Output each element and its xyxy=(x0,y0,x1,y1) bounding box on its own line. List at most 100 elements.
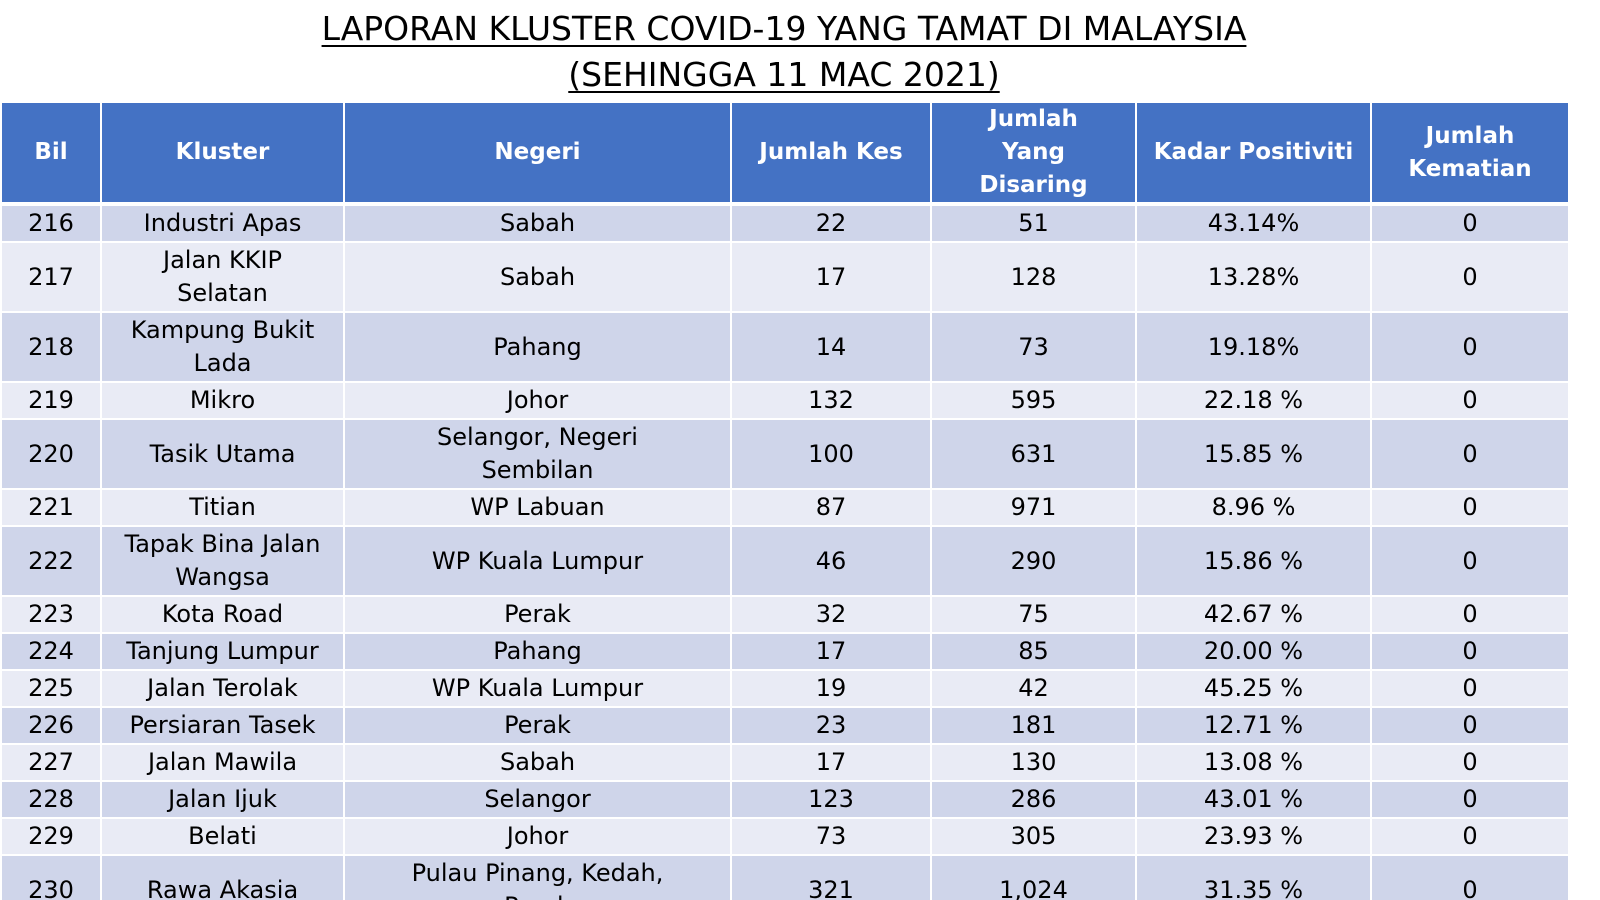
jumlah-kes-cell: 17 xyxy=(730,743,932,782)
jumlah-kes-cell: 17 xyxy=(730,632,932,671)
jumlah-kes-cell: 23 xyxy=(730,706,932,745)
table-row: 226 Persiaran Tasek Perak 23 181 12.71 % 0 xyxy=(0,706,1570,745)
table-row: 224 Tanjung Lumpur Pahang 17 85 20.00 % 0 xyxy=(0,632,1570,671)
jumlah-kematian-cell: 0 xyxy=(1370,525,1570,597)
table-row: 221 Titian WP Labuan 87 971 8.96 % 0 xyxy=(0,488,1570,527)
table-row: 218 Kampung Bukit Lada Pahang 14 73 19.18% 0 xyxy=(0,311,1570,383)
title-line-1: LAPORAN KLUSTER COVID-19 YANG TAMAT DI M… xyxy=(321,9,1247,48)
bil-cell: 225 xyxy=(0,669,102,708)
negeri-cell: Sabah xyxy=(343,241,732,313)
title-line-2: (SEHINGGA 11 MAC 2021) xyxy=(568,55,1000,94)
negeri-cell: Pahang xyxy=(343,311,732,383)
jumlah-disaring-cell: 971 xyxy=(930,488,1137,527)
jumlah-disaring-cell: 130 xyxy=(930,743,1137,782)
table-row: 220 Tasik Utama Selangor, Negeri Sembilan 1… xyxy=(0,418,1570,490)
bil-cell: 229 xyxy=(0,817,102,856)
table-row: 216 Industri Apas Sabah 22 51 43.14% 0 xyxy=(0,203,1570,243)
jumlah-disaring-cell: 51 xyxy=(930,203,1137,243)
jumlah-kematian-cell: 0 xyxy=(1370,706,1570,745)
negeri-cell: Sabah xyxy=(343,743,732,782)
jumlah-kematian-cell: 0 xyxy=(1370,488,1570,527)
kluster-cell: Titian xyxy=(100,488,345,527)
jumlah-disaring-cell: 286 xyxy=(930,780,1137,819)
kluster-cell: Jalan KKIP Selatan xyxy=(100,241,345,313)
negeri-cell: Perak xyxy=(343,706,732,745)
negeri-cell: Selangor xyxy=(343,780,732,819)
jumlah-kematian-cell: 0 xyxy=(1370,311,1570,383)
jumlah-kes-cell: 321 xyxy=(730,854,932,900)
table-header-row: Bil Kluster Negeri Jumlah Kes Jumlah Yan… xyxy=(0,101,1570,206)
bil-cell: 216 xyxy=(0,203,102,243)
kluster-cell: Kampung Bukit Lada xyxy=(100,311,345,383)
jumlah-disaring-cell: 42 xyxy=(930,669,1137,708)
jumlah-disaring-cell: 1,024 xyxy=(930,854,1137,900)
jumlah-kematian-cell: 0 xyxy=(1370,817,1570,856)
negeri-cell: WP Kuala Lumpur xyxy=(343,669,732,708)
jumlah-kematian-cell: 0 xyxy=(1370,203,1570,243)
table-row: 217 Jalan KKIP Selatan Sabah 17 128 13.28% 0 xyxy=(0,241,1570,313)
bil-cell: 227 xyxy=(0,743,102,782)
jumlah-kematian-cell: 0 xyxy=(1370,780,1570,819)
kadar-positiviti-cell: 13.28% xyxy=(1135,241,1372,313)
kadar-positiviti-cell: 13.08 % xyxy=(1135,743,1372,782)
bil-cell: 221 xyxy=(0,488,102,527)
jumlah-disaring-cell: 181 xyxy=(930,706,1137,745)
jumlah-kes-cell: 132 xyxy=(730,381,932,420)
jumlah-kes-cell: 100 xyxy=(730,418,932,490)
jumlah-kes-cell: 22 xyxy=(730,203,932,243)
jumlah-disaring-cell: 75 xyxy=(930,595,1137,634)
jumlah-kes-cell: 46 xyxy=(730,525,932,597)
kadar-positiviti-cell: 15.85 % xyxy=(1135,418,1372,490)
jumlah-kes-cell: 73 xyxy=(730,817,932,856)
table-row: 219 Mikro Johor 132 595 22.18 % 0 xyxy=(0,381,1570,420)
jumlah-kematian-cell: 0 xyxy=(1370,743,1570,782)
jumlah-kematian-cell: 0 xyxy=(1370,381,1570,420)
jumlah-kematian-cell: 0 xyxy=(1370,418,1570,490)
kluster-cell: Kota Road xyxy=(100,595,345,634)
kluster-cell: Tasik Utama xyxy=(100,418,345,490)
bil-cell: 226 xyxy=(0,706,102,745)
report-title: LAPORAN KLUSTER COVID-19 YANG TAMAT DI M… xyxy=(0,6,1568,98)
negeri-cell: Pulau Pinang, Kedah, Perak xyxy=(343,854,732,900)
negeri-cell: Johor xyxy=(343,817,732,856)
kadar-positiviti-cell: 8.96 % xyxy=(1135,488,1372,527)
kluster-cell: Industri Apas xyxy=(100,203,345,243)
kluster-cell: Jalan Terolak xyxy=(100,669,345,708)
kadar-positiviti-cell: 45.25 % xyxy=(1135,669,1372,708)
negeri-cell: WP Labuan xyxy=(343,488,732,527)
jumlah-kes-cell: 19 xyxy=(730,669,932,708)
jumlah-disaring-cell: 631 xyxy=(930,418,1137,490)
bil-cell: 217 xyxy=(0,241,102,313)
header-bil: Bil xyxy=(0,101,102,206)
kadar-positiviti-cell: 19.18% xyxy=(1135,311,1372,383)
kluster-cell: Persiaran Tasek xyxy=(100,706,345,745)
kadar-positiviti-cell: 22.18 % xyxy=(1135,381,1372,420)
negeri-cell: Pahang xyxy=(343,632,732,671)
jumlah-kematian-cell: 0 xyxy=(1370,669,1570,708)
jumlah-kematian-cell: 0 xyxy=(1370,595,1570,634)
kadar-positiviti-cell: 43.14% xyxy=(1135,203,1372,243)
kadar-positiviti-cell: 23.93 % xyxy=(1135,817,1372,856)
kluster-cell: Jalan Mawila xyxy=(100,743,345,782)
negeri-cell: Selangor, Negeri Sembilan xyxy=(343,418,732,490)
kadar-positiviti-cell: 20.00 % xyxy=(1135,632,1372,671)
table-row: 223 Kota Road Perak 32 75 42.67 % 0 xyxy=(0,595,1570,634)
table-row: 229 Belati Johor 73 305 23.93 % 0 xyxy=(0,817,1570,856)
table-row: 227 Jalan Mawila Sabah 17 130 13.08 % 0 xyxy=(0,743,1570,782)
jumlah-disaring-cell: 85 xyxy=(930,632,1137,671)
jumlah-kes-cell: 17 xyxy=(730,241,932,313)
kadar-positiviti-cell: 31.35 % xyxy=(1135,854,1372,900)
negeri-cell: WP Kuala Lumpur xyxy=(343,525,732,597)
bil-cell: 223 xyxy=(0,595,102,634)
table-row: 228 Jalan Ijuk Selangor 123 286 43.01 % 0 xyxy=(0,780,1570,819)
jumlah-kematian-cell: 0 xyxy=(1370,241,1570,313)
kadar-positiviti-cell: 42.67 % xyxy=(1135,595,1372,634)
jumlah-kematian-cell: 0 xyxy=(1370,632,1570,671)
jumlah-kematian-cell: 0 xyxy=(1370,854,1570,900)
jumlah-disaring-cell: 290 xyxy=(930,525,1137,597)
kluster-cell: Mikro xyxy=(100,381,345,420)
bil-cell: 222 xyxy=(0,525,102,597)
jumlah-disaring-cell: 128 xyxy=(930,241,1137,313)
kadar-positiviti-cell: 15.86 % xyxy=(1135,525,1372,597)
